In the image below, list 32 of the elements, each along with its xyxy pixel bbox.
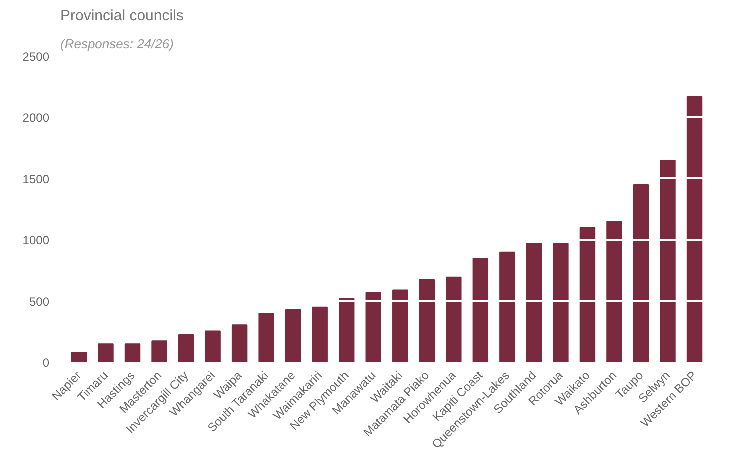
bar	[178, 334, 194, 362]
bar	[98, 344, 114, 362]
bar	[338, 298, 355, 362]
chart-subtitle: (Responses: 24/26)	[60, 36, 174, 52]
bar	[285, 309, 302, 362]
bar	[392, 290, 408, 362]
bar	[686, 96, 703, 362]
bar	[366, 292, 382, 362]
bar	[606, 221, 622, 362]
y-tick-label: 0	[42, 356, 50, 370]
bar	[232, 324, 248, 362]
bar	[312, 306, 328, 362]
bar	[258, 313, 274, 362]
bar	[580, 227, 596, 362]
bar	[152, 340, 168, 362]
bar	[633, 184, 650, 362]
bar	[205, 330, 221, 362]
bar	[660, 160, 676, 362]
chart-title: Provincial councils	[60, 8, 184, 24]
y-tick-label: 1000	[22, 234, 50, 248]
bar	[124, 344, 141, 362]
y-tick-label: 2500	[22, 50, 50, 64]
y-tick-label: 500	[29, 294, 50, 309]
bar	[71, 352, 88, 362]
bar	[553, 243, 569, 362]
bar	[419, 279, 436, 362]
bar	[526, 243, 542, 362]
bar	[472, 258, 489, 362]
y-tick-label: 2000	[22, 111, 50, 126]
bar	[500, 252, 516, 362]
bar	[446, 276, 462, 362]
y-tick-label: 1500	[22, 172, 50, 186]
